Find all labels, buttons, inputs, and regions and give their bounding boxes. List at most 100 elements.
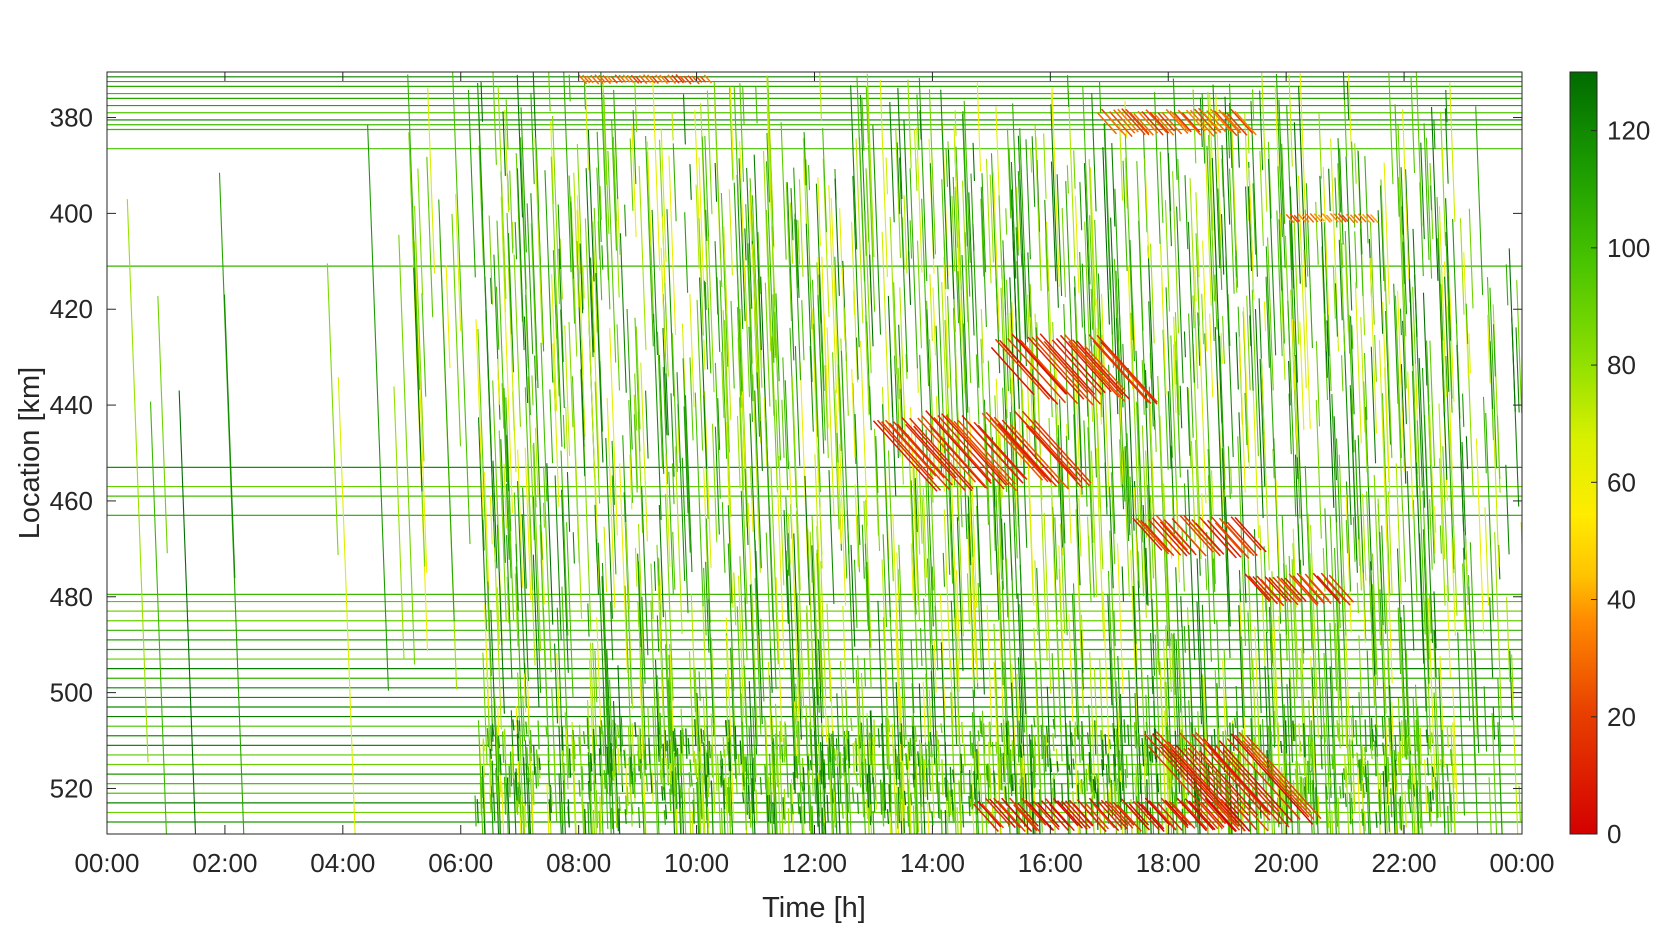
trajectory <box>1346 81 1350 121</box>
congestion-streak <box>1149 111 1170 134</box>
congestion-streak <box>582 74 591 84</box>
trajectory <box>506 435 510 492</box>
congestion-streak <box>1047 345 1102 405</box>
trajectory <box>996 551 1004 699</box>
trajectory <box>1124 768 1127 789</box>
trajectory <box>1305 775 1308 791</box>
trajectory <box>722 736 725 758</box>
trajectory <box>509 170 514 254</box>
congestion-streak <box>1096 800 1123 829</box>
trajectory <box>770 725 774 742</box>
congestion-streak <box>1172 803 1196 829</box>
trajectory <box>713 81 723 287</box>
trajectory <box>773 311 777 356</box>
trajectory <box>673 728 677 756</box>
trajectory <box>889 764 892 802</box>
trajectory <box>748 726 754 834</box>
trajectory <box>995 741 998 755</box>
trajectory <box>897 786 901 824</box>
trajectory <box>1248 167 1255 301</box>
trajectory <box>834 389 842 544</box>
trajectory <box>664 494 674 701</box>
trajectory <box>953 299 962 497</box>
trajectory <box>1220 332 1223 364</box>
trajectory <box>599 796 602 832</box>
trajectory <box>1257 720 1260 759</box>
congestion-streak <box>1007 337 1067 404</box>
trajectory <box>979 717 982 734</box>
trajectory <box>818 743 821 771</box>
trajectory <box>1144 785 1147 800</box>
trajectory <box>696 781 700 834</box>
trajectory <box>495 726 499 744</box>
trajectory <box>976 749 979 780</box>
trajectory <box>1427 598 1437 804</box>
trajectory <box>1109 777 1112 788</box>
trajectory <box>854 484 859 568</box>
trajectory <box>1406 471 1415 651</box>
trajectory <box>553 750 556 785</box>
trajectory <box>933 639 937 693</box>
trajectory <box>603 770 606 790</box>
trajectory <box>1402 241 1406 284</box>
congestion-streak <box>1301 214 1310 223</box>
trajectory <box>703 339 706 370</box>
trajectory <box>871 755 875 778</box>
trajectory <box>1013 407 1023 597</box>
trajectory <box>1106 782 1109 793</box>
trajectory <box>1401 206 1404 235</box>
congestion-streak <box>1140 803 1165 830</box>
trajectory <box>781 744 784 763</box>
trajectory <box>768 794 772 824</box>
trajectory <box>1352 705 1355 738</box>
congestion-streak <box>1144 797 1171 826</box>
trajectory <box>1326 320 1335 508</box>
trajectory <box>807 528 816 732</box>
trajectory <box>524 294 529 368</box>
trajectory <box>1107 594 1113 706</box>
trajectory <box>1072 790 1075 822</box>
trajectory <box>1429 340 1436 467</box>
trajectory <box>944 320 950 437</box>
trajectory <box>1162 329 1169 470</box>
trajectory <box>834 178 840 296</box>
x-tick-label: 22:00 <box>1372 848 1437 878</box>
trajectory <box>896 552 900 599</box>
trajectory <box>796 592 803 720</box>
trajectory <box>774 733 778 788</box>
trajectory <box>921 755 925 781</box>
trajectory <box>1143 811 1146 834</box>
trajectory <box>730 301 735 389</box>
trajectory <box>747 785 751 819</box>
trajectory <box>1081 263 1089 417</box>
trajectory <box>1387 756 1390 782</box>
trajectory <box>1412 499 1418 602</box>
trajectory <box>679 784 682 799</box>
trajectory <box>1085 768 1088 792</box>
congestion-streak <box>671 74 680 84</box>
trajectory <box>672 531 676 590</box>
trajectory <box>1440 759 1443 774</box>
x-tick-label: 14:00 <box>900 848 965 878</box>
trajectory <box>752 757 756 792</box>
trajectory <box>806 605 810 676</box>
congestion-streak <box>1370 213 1379 224</box>
trajectory <box>1167 763 1171 779</box>
trajectory <box>1472 705 1479 834</box>
congestion-streak <box>1113 109 1136 134</box>
trajectory <box>947 296 956 486</box>
trajectory <box>1037 607 1047 818</box>
trajectory <box>534 355 543 560</box>
trajectory <box>932 287 937 356</box>
trajectory <box>564 712 569 790</box>
trajectory <box>1384 265 1393 459</box>
trajectory <box>1002 719 1006 756</box>
x-tick-label: 10:00 <box>664 848 729 878</box>
trajectory <box>1487 314 1491 384</box>
trajectory <box>754 390 762 569</box>
trajectory <box>561 586 570 779</box>
trajectory <box>558 248 564 363</box>
trajectory <box>985 765 989 781</box>
trajectory <box>888 784 891 813</box>
trajectory <box>868 639 872 689</box>
